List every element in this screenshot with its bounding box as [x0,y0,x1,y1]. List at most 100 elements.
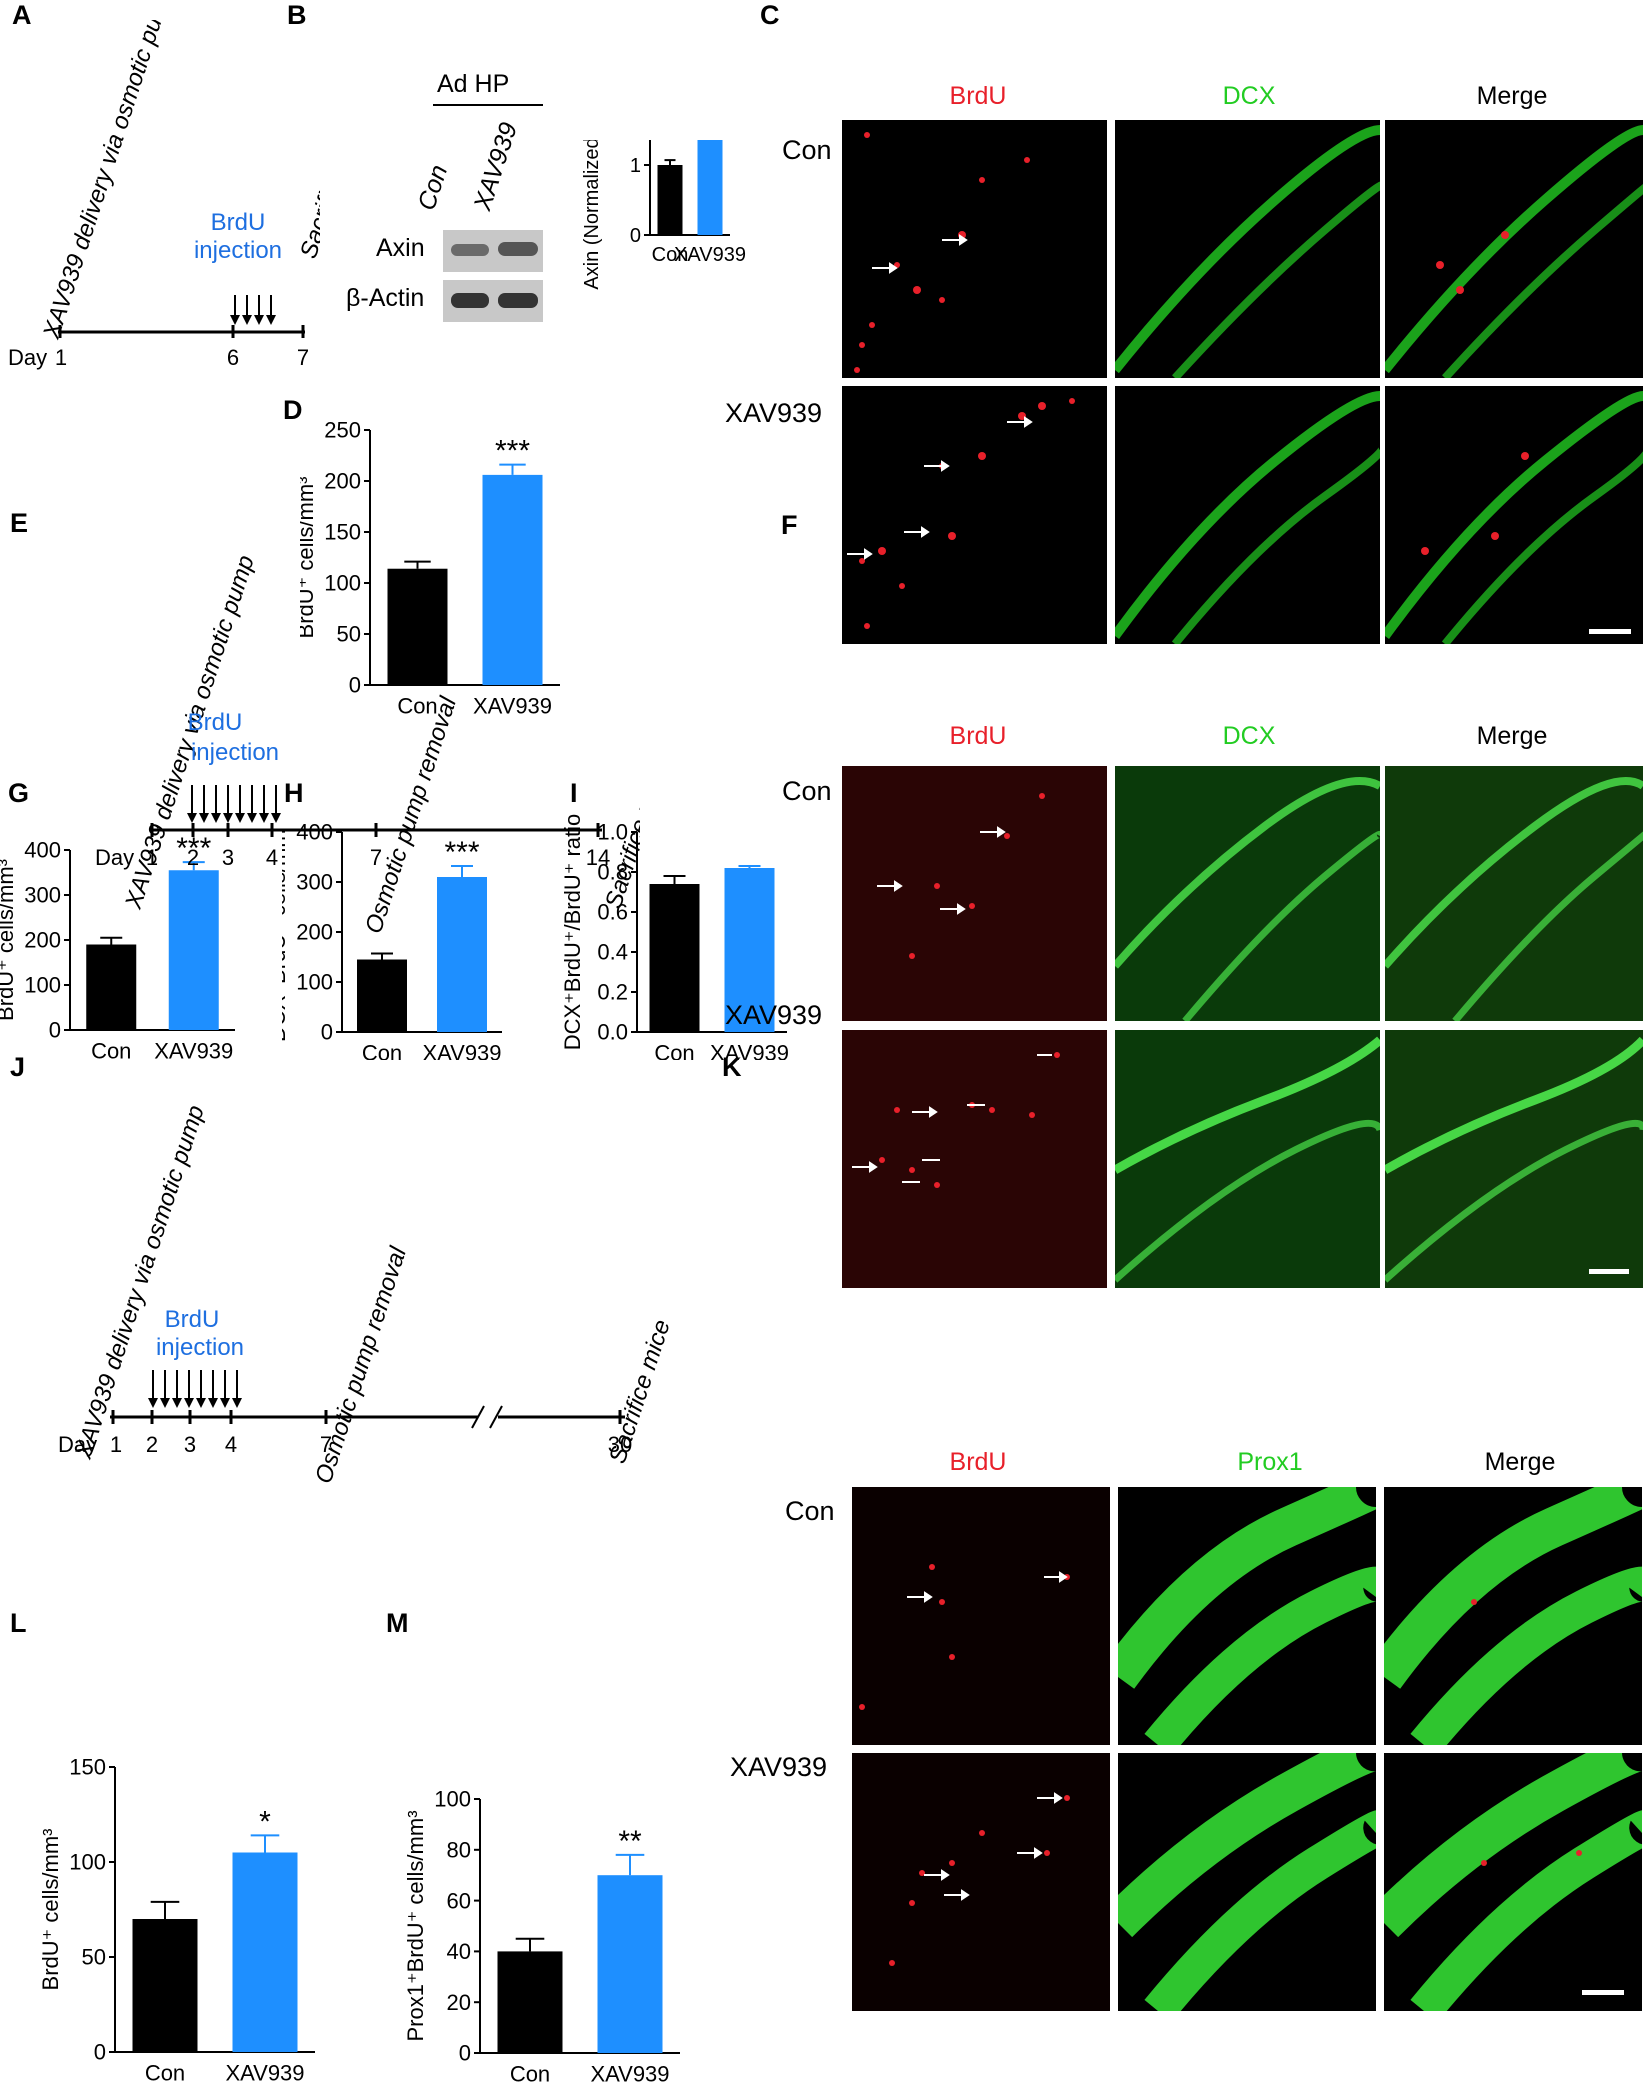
chart-d-bar-xav939 [482,474,543,685]
blot-lane-con: Con [412,161,454,214]
chart-d-bar-con [387,568,448,685]
f-image-con-dcx [1111,766,1384,1024]
chart-d-tick-label: 200 [324,469,361,494]
chart-d-category-label: XAV939 [473,694,552,719]
chart-i-bar-xav939 [724,868,775,1032]
c-image-xav939-merge [1380,386,1645,647]
k-image-con-prox1 [1101,1467,1399,1757]
c-image-xav939-brdu [842,386,1107,644]
chart-i-tick-label: 1.0 [597,820,628,845]
panel-label-h: H [284,778,304,808]
f-col-dcx: DCX [1222,722,1276,750]
chart-d-tick-label: 250 [324,418,361,443]
chart-m-tick-label: 80 [447,1838,471,1863]
chart-l: 0 50 100 150 BrdU⁺ cells/mm³ Con XAV939 * [40,1755,315,2086]
timeline-e-day-3: 3 [222,845,234,870]
chart-i-bar-con [649,884,700,1032]
chart-h-tick-label: 400 [296,820,333,845]
k-image-xav939-merge [1369,1731,1645,2023]
chart-m-ylabel: Prox1⁺BrdU⁺ cells/mm³ [405,1810,428,2041]
timeline-e-day-14: 14 [586,845,610,870]
chart-m-tick-label: 20 [447,1990,471,2015]
chart-h-bar-con [357,959,407,1032]
k-image-con-merge [1367,1467,1645,1757]
chart-h-category-label: Con [362,1041,402,1060]
timeline-j-day-7: 7 [320,1432,332,1457]
chart-i-category-label: Con [654,1041,694,1060]
timeline-j-day-label: Day [58,1432,97,1457]
c-row-xav939: XAV939 [725,398,823,428]
chart-b-bar-con [657,165,683,235]
chart-i-tick-label: 0.0 [597,1020,628,1045]
chart-g-tick-label: 0 [49,1018,61,1043]
k-col-prox1: Prox1 [1237,1448,1303,1476]
c-row-con: Con [782,135,832,165]
chart-h-significance: *** [444,836,479,869]
timeline-j-injection-1: BrdU [165,1306,220,1333]
chart-g-bar-con [86,944,137,1030]
chart-l-significance: * [259,1805,271,1838]
timeline-j-day-3: 3 [184,1432,196,1457]
chart-l-tick-label: 0 [94,2040,106,2065]
chart-l-category-label: Con [145,2061,185,2086]
chart-h-category-label: XAV939 [422,1041,501,1060]
panel-label-b: B [287,0,307,30]
chart-m-tick-label: 40 [447,1939,471,1964]
c-col-brdu: BrdU [949,82,1007,110]
chart-l-tick-label: 50 [82,1945,106,1970]
f-row-xav939: XAV939 [725,1000,823,1030]
timeline-e-injection-2: injection [191,739,279,766]
chart-h-tick-label: 0 [321,1020,333,1045]
timeline-e-day-2: 2 [187,845,199,870]
c-scale-bar [1589,629,1631,634]
timeline-a-injection-2: injection [194,237,282,264]
timeline-e-step-2: Osmotic pump removal [360,693,462,937]
c-image-con-dcx [1111,120,1387,381]
k-col-brdu: BrdU [949,1448,1007,1476]
chart-i-tick-label: 0.4 [597,940,628,965]
panel-label-d: D [283,395,303,425]
chart-i-tick-label: 0.2 [597,980,628,1005]
chart-g-tick-label: 200 [24,928,61,953]
chart-g-tick-label: 100 [24,973,61,998]
chart-m-bar-xav939 [597,1875,663,2053]
panel-label-e: E [10,508,29,538]
f-scale-bar [1589,1269,1629,1274]
chart-i-ylabel: DCX⁺BrdU⁺/BrdU⁺ ratio [562,814,585,1051]
chart-b-tick-label: 1 [630,155,641,177]
timeline-e-day-1: 1 [146,845,158,870]
c-image-xav939-dcx [1110,386,1387,647]
timeline-j: XAV939 delivery via osmotic pump Osmotic… [58,1102,676,1487]
c-image-con-brdu [842,120,1107,378]
panel-label-m: M [386,1608,409,1638]
f-col-brdu: BrdU [949,722,1007,750]
chart-m-tick-label: 60 [447,1888,471,1913]
chart-b-bar-xav939 [697,140,723,235]
chart-i-category-label: XAV939 [710,1041,789,1060]
chart-m-significance: ** [618,1825,642,1858]
chart-g-bar-xav939 [168,870,219,1030]
chart-m-category-label: XAV939 [590,2062,669,2087]
chart-d-tick-label: 150 [324,520,361,545]
blot-lane-xav939: XAV939 [468,119,523,214]
timeline-a-step-sacrifice: Sacrifice mice [295,111,320,261]
chart-i-tick-label: 0.8 [597,860,628,885]
panel-label-g: G [8,778,30,808]
k-scale-bar [1582,1990,1624,1995]
chart-d: 0 50 100 150 200 250 BrdU⁺ cells/mm³ Con XAV939 *… [300,418,560,719]
chart-h-ylabel: DCX⁺BrdU⁺ cells/mm³ [282,822,290,1042]
chart-b-ylabel: Axin (Normalized to β-Actin) [581,140,603,290]
timeline-e-day-7: 7 [370,845,382,870]
timeline-a-day-7: 7 [297,345,309,370]
chart-g-tick-label: 300 [24,883,61,908]
blot-row-actin: β-Actin [346,284,425,312]
timeline-e: XAV939 delivery via osmotic pump Osmotic… [95,552,640,937]
chart-l-bar-xav939 [232,1852,298,2052]
timeline-a: XAV939 delivery via osmotic pump Sacrifi… [8,20,320,370]
chart-g-category-label: Con [91,1039,131,1060]
chart-m-tick-label: 100 [434,1787,471,1812]
f-image-con-brdu [842,766,1107,1021]
timeline-j-day-4: 4 [225,1432,237,1457]
c-col-dcx: DCX [1222,82,1276,110]
panel-label-f: F [781,510,798,540]
